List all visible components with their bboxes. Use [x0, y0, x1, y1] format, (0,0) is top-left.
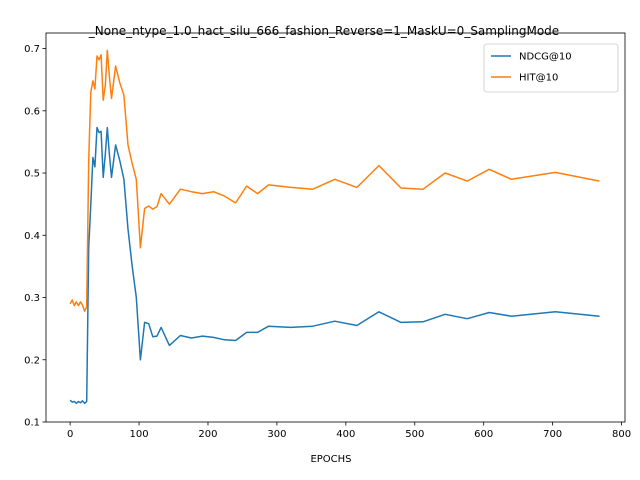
plot-area	[69, 49, 600, 405]
x-axis-label: EPOCHS	[310, 454, 351, 465]
x-tick-label: 600	[474, 429, 493, 440]
x-tick-label: 200	[198, 429, 217, 440]
chart-title: _None_ntype_1.0_hact_silu_666_fashion_Re…	[88, 24, 559, 38]
y-tick-label: 0.3	[24, 293, 40, 304]
y-tick-label: 0.5	[24, 169, 40, 180]
y-tick-label: 0.2	[24, 355, 40, 366]
x-tick-label: 500	[405, 429, 424, 440]
y-tick-label: 0.7	[24, 44, 40, 55]
y-tick-label: 0.1	[24, 418, 40, 429]
x-tick-label: 800	[612, 429, 631, 440]
y-tick-label: 0.4	[24, 231, 40, 242]
x-tick-label: 300	[267, 429, 286, 440]
x-tick-label: 700	[543, 429, 562, 440]
legend-box	[483, 43, 619, 93]
y-tick-label: 0.6	[24, 106, 40, 117]
legend-label-hit-10: HIT@10	[519, 73, 558, 84]
x-tick-label: 100	[130, 429, 149, 440]
x-tick-label: 400	[336, 429, 355, 440]
legend: NDCG@10 HIT@10	[483, 43, 619, 93]
x-tick-label: 0	[67, 429, 73, 440]
series-line-ndcg-10	[69, 126, 600, 405]
series-line-hit-10	[69, 49, 600, 312]
legend-label-ndcg-10: NDCG@10	[519, 52, 572, 63]
axes-frame	[45, 32, 626, 423]
axes-ticks: 0 100 200 300 400 500 600 700 800 0.1 0.2 0.3 0.4 0.5…	[24, 32, 631, 440]
